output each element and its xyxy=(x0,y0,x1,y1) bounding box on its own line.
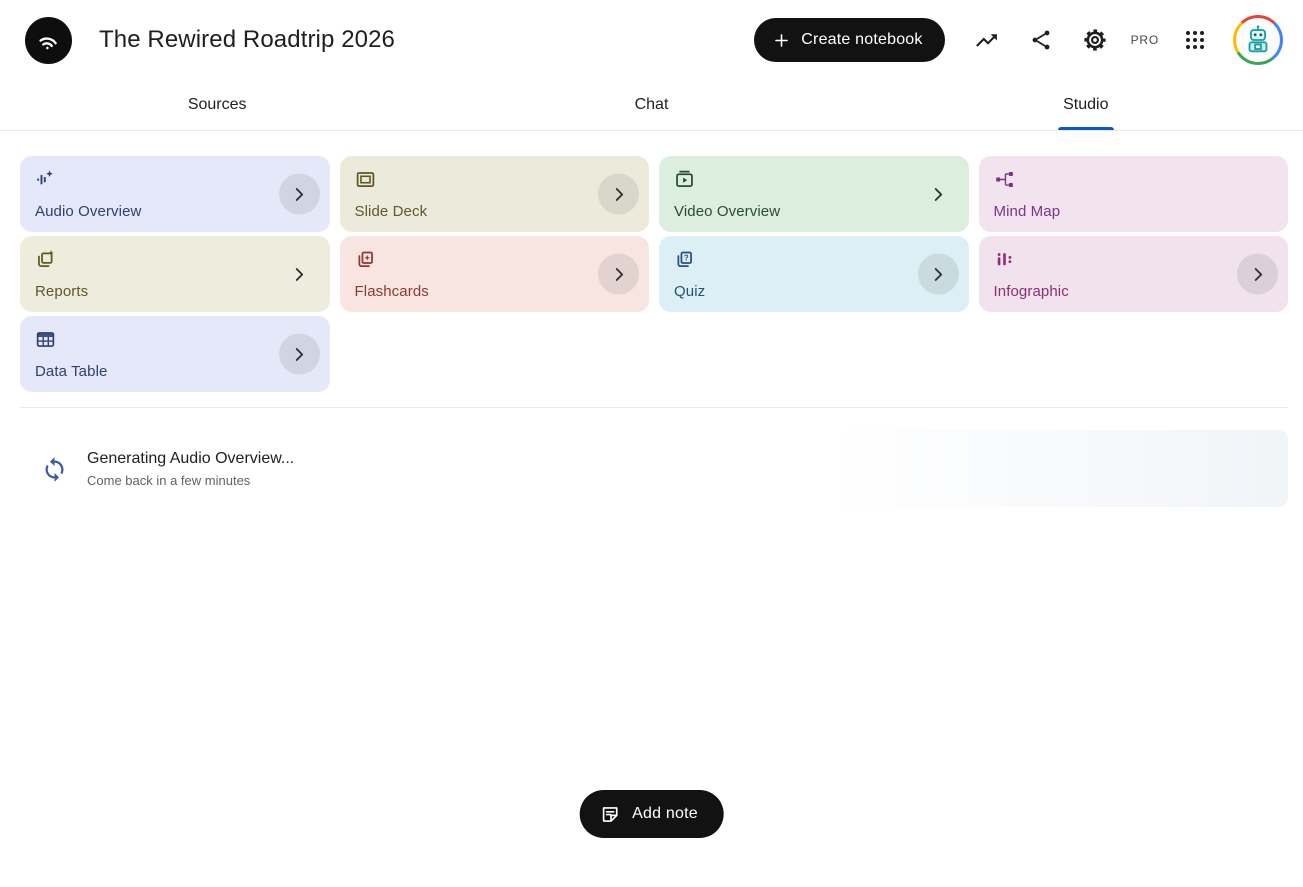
card-label: Slide Deck xyxy=(354,203,428,220)
header-actions: Create notebook PRO xyxy=(754,15,1283,65)
settings-button[interactable] xyxy=(1073,18,1117,62)
reports-icon xyxy=(38,250,54,267)
audio-waveform-icon xyxy=(37,170,53,185)
open-reports-button[interactable] xyxy=(279,254,320,295)
panel-tabs: Sources Chat Studio xyxy=(0,80,1303,131)
card-label: Reports xyxy=(35,283,89,300)
account-avatar[interactable] xyxy=(1233,15,1283,65)
studio-panel: Audio Overview Slide Deck xyxy=(0,156,1303,508)
card-label: Data Table xyxy=(35,363,108,380)
open-quiz-button[interactable] xyxy=(917,253,959,295)
card-audio-overview[interactable]: Audio Overview xyxy=(20,156,330,232)
chevron-right-icon xyxy=(295,267,304,281)
open-video-overview-button[interactable] xyxy=(918,174,959,215)
share-icon xyxy=(1032,30,1049,50)
tab-chat[interactable]: Chat xyxy=(434,80,868,130)
card-label: Flashcards xyxy=(354,283,429,300)
card-label: Quiz xyxy=(674,283,706,300)
card-video-overview[interactable]: Video Overview xyxy=(659,156,969,232)
card-label: Mind Map xyxy=(993,203,1061,220)
tab-sources[interactable]: Sources xyxy=(0,80,434,130)
notebooklm-swirl-icon xyxy=(39,36,57,49)
open-data-table-button[interactable] xyxy=(278,333,320,375)
mind-map-icon xyxy=(995,171,1013,188)
apps-grid-icon xyxy=(1186,31,1204,49)
chevron-right-icon xyxy=(1254,267,1262,281)
top-bar: The Rewired Roadtrip 2026 Create noteboo… xyxy=(0,0,1303,80)
generation-status-subtitle: Come back in a few minutes xyxy=(87,473,251,488)
infographic-icon xyxy=(997,253,1011,266)
trending-up-icon xyxy=(976,33,998,47)
plus-icon xyxy=(775,33,789,47)
card-flashcards[interactable]: Flashcards xyxy=(339,236,649,312)
generation-placeholder-skeleton xyxy=(830,430,1288,507)
card-label: Video Overview xyxy=(674,203,781,220)
card-quiz[interactable]: ? Quiz xyxy=(659,236,969,312)
add-note-label: Add note xyxy=(632,805,698,822)
chevron-right-icon xyxy=(615,267,623,281)
gear-icon xyxy=(1083,29,1106,51)
open-flashcards-button[interactable] xyxy=(598,253,639,295)
notebooklm-logo[interactable] xyxy=(25,16,72,64)
chevron-right-icon xyxy=(295,347,304,361)
sync-progress-icon xyxy=(45,456,64,482)
svg-text:?: ? xyxy=(684,254,689,263)
open-infographic-button[interactable] xyxy=(1237,253,1278,295)
create-notebook-button[interactable]: Create notebook xyxy=(754,18,945,62)
card-slide-deck[interactable]: Slide Deck xyxy=(339,156,649,232)
video-overview-icon xyxy=(676,170,693,187)
generation-status-title: Generating Audio Overview... xyxy=(87,450,295,467)
pro-badge: PRO xyxy=(1130,33,1159,47)
card-mind-map[interactable]: Mind Map xyxy=(978,156,1288,232)
data-table-icon xyxy=(36,332,55,347)
apps-grid-button[interactable] xyxy=(1173,18,1217,62)
chevron-right-icon xyxy=(295,187,304,201)
card-label: Audio Overview xyxy=(35,203,142,220)
avatar-robot-image xyxy=(1236,18,1280,62)
flashcards-icon xyxy=(358,251,373,267)
note-icon xyxy=(602,806,618,822)
tab-studio[interactable]: Studio xyxy=(869,80,1303,130)
chevron-right-icon xyxy=(934,187,943,201)
open-audio-overview-button[interactable] xyxy=(278,173,320,215)
generation-status-row: Generating Audio Overview... Come back i… xyxy=(20,430,1288,508)
chevron-right-icon xyxy=(934,267,943,281)
open-slide-deck-button[interactable] xyxy=(598,173,639,215)
generation-status-text: Generating Audio Overview... Come back i… xyxy=(87,450,294,488)
studio-card-grid: Audio Overview Slide Deck xyxy=(20,156,1288,392)
chevron-right-icon xyxy=(615,187,623,201)
section-divider xyxy=(20,407,1288,408)
analytics-button[interactable] xyxy=(965,18,1009,62)
card-reports[interactable]: Reports xyxy=(20,236,330,312)
create-notebook-label: Create notebook xyxy=(801,31,923,48)
notebook-title[interactable]: The Rewired Roadtrip 2026 xyxy=(99,26,395,53)
quiz-icon: ? xyxy=(677,251,692,267)
card-infographic[interactable]: Infographic xyxy=(978,236,1288,312)
add-note-button[interactable]: Add note xyxy=(579,790,724,838)
card-label: Infographic xyxy=(993,283,1069,300)
card-data-table[interactable]: Data Table xyxy=(20,316,330,392)
slide-deck-icon xyxy=(356,172,374,187)
share-button[interactable] xyxy=(1019,18,1063,62)
